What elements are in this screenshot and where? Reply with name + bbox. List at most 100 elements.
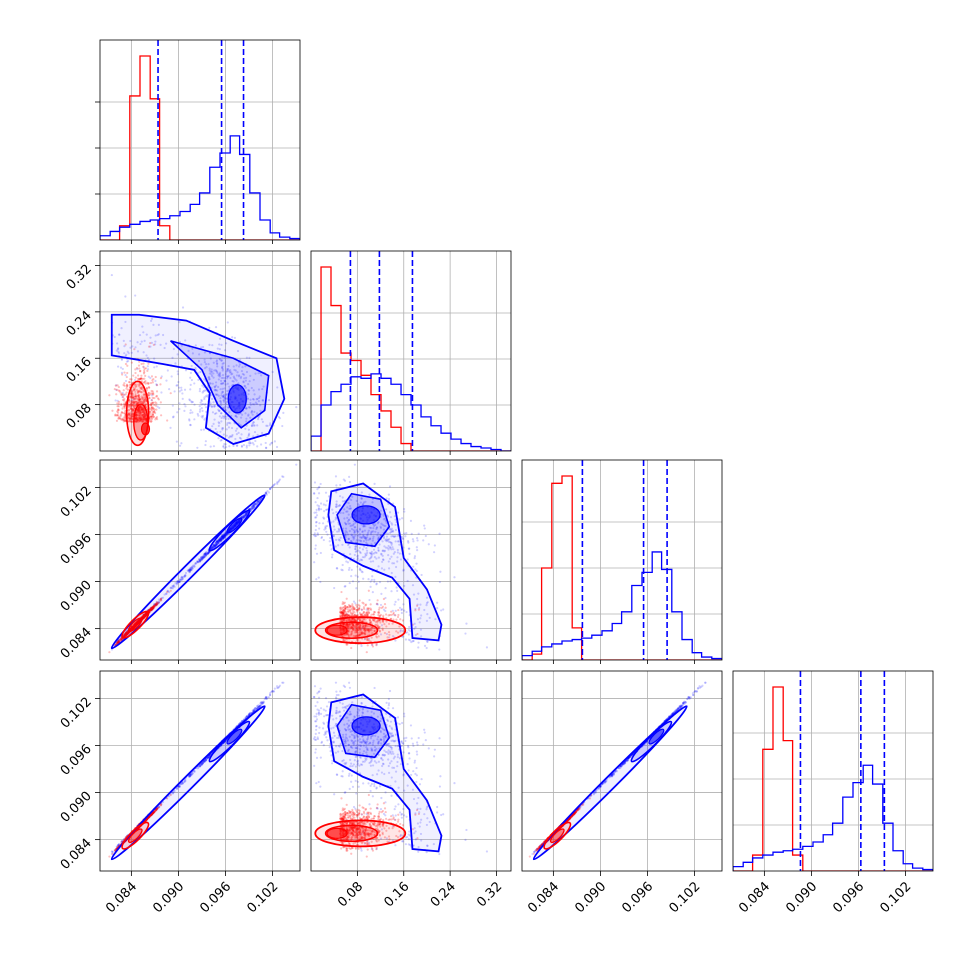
- scatter-point-red: [133, 625, 137, 628]
- scatter-point-red: [121, 394, 124, 397]
- scatter-point-blue: [221, 534, 225, 537]
- scatter-point-blue: [412, 639, 415, 643]
- scatter-point-blue: [249, 416, 252, 419]
- scatter-point-blue: [272, 483, 276, 487]
- scatter-point-red: [126, 632, 129, 636]
- scatter-point-blue: [178, 580, 181, 584]
- scatter-point-red: [366, 613, 370, 616]
- scatter-point-red: [150, 409, 154, 412]
- scatter-point-blue: [204, 551, 207, 555]
- scatter-point-blue: [335, 567, 338, 570]
- scatter-point-red: [355, 628, 358, 632]
- scatter-point-blue: [226, 369, 229, 372]
- scatter-point-red: [131, 626, 134, 629]
- scatter-point-blue: [314, 535, 317, 538]
- scatter-point-blue: [217, 541, 220, 544]
- scatter-point-blue: [322, 516, 325, 519]
- scatter-point-red: [391, 622, 394, 625]
- scatter-point-red: [346, 632, 349, 635]
- scatter-point-red: [142, 614, 145, 617]
- scatter-point-blue: [391, 530, 395, 533]
- scatter-point-blue: [315, 514, 319, 517]
- scatter-point-red: [341, 601, 344, 604]
- scatter-point-blue: [224, 408, 227, 411]
- scatter-point-blue: [223, 379, 226, 382]
- scatter-point-blue: [222, 535, 225, 538]
- scatter-point-blue: [221, 535, 224, 538]
- scatter-point-blue: [413, 627, 416, 630]
- scatter-point-red: [133, 395, 137, 398]
- scatter-point-red: [356, 638, 360, 642]
- scatter-point-blue: [357, 539, 360, 542]
- scatter-point-red: [142, 616, 145, 619]
- scatter-point-red: [143, 413, 146, 416]
- scatter-point-red: [152, 607, 155, 610]
- scatter-point-red: [140, 405, 143, 408]
- scatter-point-blue: [248, 444, 251, 447]
- scatter-point-blue: [150, 608, 154, 611]
- scatter-point-red: [133, 624, 137, 627]
- scatter-point-blue: [176, 370, 179, 373]
- scatter-point-red: [141, 616, 144, 619]
- scatter-point-red: [131, 389, 135, 392]
- scatter-point-red: [135, 395, 138, 398]
- scatter-point-red: [144, 615, 147, 618]
- scatter-point-blue: [390, 535, 393, 538]
- scatter-point-blue: [203, 552, 206, 555]
- scatter-point-blue: [315, 552, 319, 555]
- scatter-point-blue: [213, 385, 216, 388]
- scatter-point-red: [123, 407, 126, 410]
- scatter-point-blue: [394, 518, 397, 521]
- scatter-point-red: [414, 609, 417, 612]
- scatter-point-red: [150, 406, 153, 410]
- scatter-point-blue: [243, 377, 246, 380]
- scatter-point-blue: [390, 522, 393, 525]
- scatter-point-blue: [134, 622, 137, 625]
- scatter-point-red: [381, 619, 384, 622]
- scatter-point-red: [129, 403, 132, 406]
- scatter-point-blue: [347, 543, 350, 547]
- scatter-point-red: [127, 417, 130, 420]
- scatter-point-blue: [221, 536, 224, 540]
- scatter-point-red: [361, 632, 364, 635]
- scatter-point-blue: [247, 406, 251, 409]
- scatter-point-red: [136, 402, 139, 405]
- scatter-point-red: [151, 606, 154, 609]
- scatter-point-blue: [334, 516, 338, 519]
- scatter-point-blue: [282, 411, 285, 414]
- scatter-point-red: [141, 409, 144, 412]
- scatter-point-red: [155, 395, 158, 398]
- scatter-point-red: [367, 611, 371, 615]
- scatter-point-red: [360, 613, 363, 616]
- scatter-point-red: [143, 411, 146, 414]
- scatter-point-blue: [223, 536, 226, 539]
- scatter-point-blue: [124, 632, 127, 636]
- scatter-point-red: [382, 620, 385, 624]
- scatter-point-blue: [155, 384, 158, 387]
- scatter-point-blue: [153, 603, 156, 606]
- scatter-point-blue: [114, 399, 117, 402]
- scatter-point-blue: [369, 580, 372, 583]
- scatter-point-blue: [156, 602, 159, 605]
- scatter-point-red: [342, 623, 345, 626]
- scatter-point-red: [143, 614, 146, 618]
- scatter-point-blue: [360, 644, 363, 647]
- scatter-point-red: [136, 417, 139, 421]
- scatter-point-red: [131, 627, 135, 630]
- scatter-point-red: [124, 632, 127, 636]
- scatter-point-red: [343, 601, 346, 604]
- scatter-point-red: [136, 391, 139, 395]
- scatter-point-blue: [222, 376, 225, 380]
- scatter-point-blue: [390, 542, 393, 545]
- scatter-point-blue: [223, 532, 227, 535]
- scatter-point-blue: [239, 437, 243, 440]
- scatter-point-blue: [224, 397, 227, 400]
- scatter-point-blue: [254, 503, 257, 506]
- scatter-point-red: [132, 625, 136, 628]
- scatter-point-red: [147, 394, 150, 397]
- scatter-point-red: [140, 391, 143, 394]
- scatter-point-red: [375, 635, 378, 638]
- scatter-point-blue: [409, 629, 412, 633]
- scatter-point-blue: [219, 430, 222, 433]
- scatter-point-red: [342, 608, 345, 612]
